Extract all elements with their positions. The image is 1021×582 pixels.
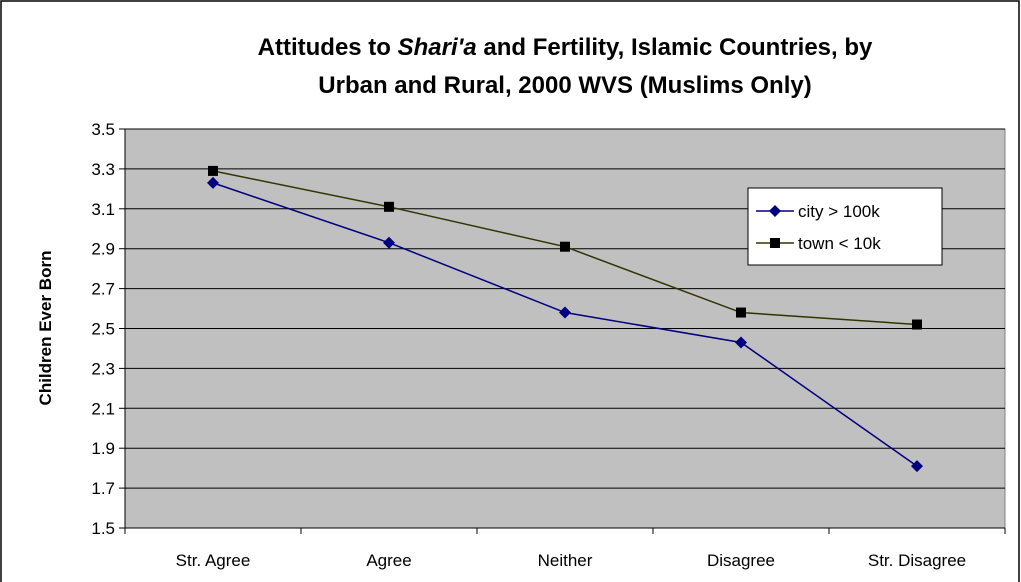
point (559, 306, 571, 319)
point (912, 319, 922, 330)
title-part: and Fertility, Islamic Countries, by (477, 34, 873, 61)
chart-title: Urban and Rural, 2000 WVS (Muslims Only) (318, 72, 811, 99)
legend-marker (770, 238, 780, 248)
y-tick-label: 1.9 (91, 439, 115, 458)
chart-title: Attitudes to Shari'a and Fertility, Isla… (258, 34, 873, 61)
y-tick-label: 2.3 (91, 359, 115, 378)
x-tick-label: Str. Agree (176, 551, 251, 570)
y-tick-label: 1.5 (91, 519, 115, 538)
point (560, 241, 570, 252)
y-axis-label: Children Ever Born (36, 251, 55, 406)
y-tick-label: 2.7 (91, 280, 115, 299)
x-tick-label: Disagree (707, 551, 775, 570)
y-tick-label: 2.5 (91, 320, 115, 339)
point (735, 336, 747, 349)
x-tick-label: Neither (538, 551, 593, 570)
y-tick-label: 2.1 (91, 399, 115, 418)
title-part: Shari'a (398, 34, 477, 61)
point (736, 307, 746, 318)
y-tick-label: 1.7 (91, 479, 115, 498)
x-tick-label: Str. Disagree (868, 551, 966, 570)
y-tick-label: 2.9 (91, 240, 115, 259)
point (911, 460, 923, 473)
point (383, 236, 395, 249)
y-tick-label: 3.1 (91, 200, 115, 219)
y-tick-label: 3.3 (91, 160, 115, 179)
point (384, 201, 394, 212)
point (207, 176, 219, 189)
legend-label: town < 10k (798, 234, 881, 253)
legend-marker (769, 205, 781, 217)
x-tick-label: Agree (366, 551, 411, 570)
title-part: Attitudes to (258, 34, 398, 61)
legend-label: city > 100k (798, 202, 880, 221)
y-tick-label: 3.5 (91, 120, 115, 139)
legend-box (747, 187, 943, 266)
point (208, 165, 218, 176)
